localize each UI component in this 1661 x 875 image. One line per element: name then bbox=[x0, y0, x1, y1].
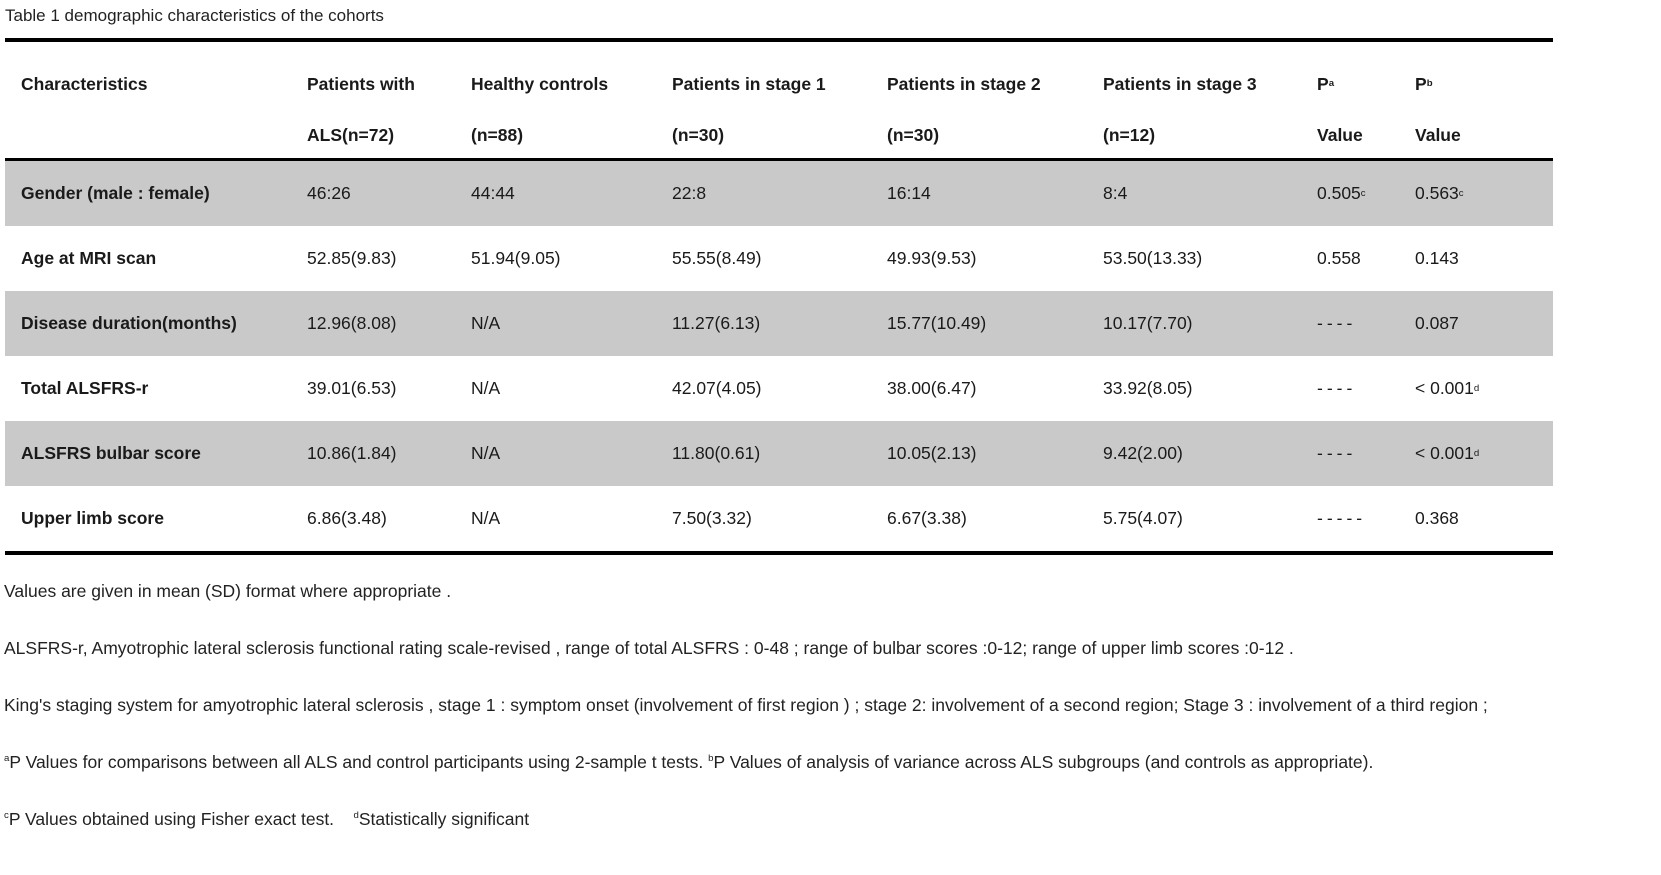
table-cell: ----- bbox=[1317, 508, 1367, 528]
table-cell: N/A bbox=[471, 378, 501, 398]
table-cell: 53.50(13.33) bbox=[1103, 248, 1203, 268]
table-row: Upper limb score 6.86(3.48) N/A 7.50(3.32) 6… bbox=[5, 486, 1553, 551]
table-cell: 0.558 bbox=[1317, 248, 1361, 268]
table-title: Table 1 demographic characteristics of t… bbox=[5, 6, 384, 25]
column-header-line2: (n=30) bbox=[887, 124, 940, 145]
table-cell: 16:14 bbox=[887, 183, 931, 203]
table-cell: N/A bbox=[471, 508, 501, 528]
footnote: aP Values for comparisons between all AL… bbox=[4, 752, 1374, 772]
column-header: Patients in stage 2 (n=30) bbox=[871, 56, 1087, 158]
table-cell: 0.087 bbox=[1415, 313, 1459, 333]
column-header: Patients with ALS(n=72) bbox=[291, 56, 455, 158]
table-cell: 10.86(1.84) bbox=[307, 443, 397, 463]
table-row: Disease duration(months) 12.96(8.08) N/A 11… bbox=[5, 291, 1553, 356]
column-header: Healthy controls (n=88) bbox=[455, 56, 656, 158]
table-cell: 7.50(3.32) bbox=[672, 508, 752, 528]
table-cell: 5.75(4.07) bbox=[1103, 508, 1183, 528]
column-header: Characteristics bbox=[5, 56, 291, 158]
table-cell: 46:26 bbox=[307, 183, 351, 203]
table-cell: ---- bbox=[1317, 443, 1357, 463]
row-label: Gender (male : female) bbox=[21, 183, 210, 203]
table-cell: 22:8 bbox=[672, 183, 707, 203]
table-row: Total ALSFRS-r 39.01(6.53) N/A 42.07(4.05) 3… bbox=[5, 356, 1553, 421]
table-row: Age at MRI scan 52.85(9.83) 51.94(9.05) 55.… bbox=[5, 226, 1553, 291]
footnotes: Values are given in mean (SD) format whe… bbox=[4, 581, 1661, 830]
table-row: Gender (male : female) 46:26 44:44 22:8 16:1… bbox=[5, 161, 1553, 226]
table-cell: 0.143 bbox=[1415, 248, 1459, 268]
column-header-line2: Value bbox=[1415, 124, 1461, 145]
table-cell: 0.563 c bbox=[1415, 183, 1464, 203]
table-header-row: Characteristics Patients with ALS(n=72) Hea… bbox=[5, 42, 1553, 161]
row-label: Total ALSFRS-r bbox=[21, 378, 149, 398]
table-cell: 8:4 bbox=[1103, 183, 1128, 203]
column-header-line2: ALS(n=72) bbox=[307, 124, 395, 145]
table-cell: 10.17(7.70) bbox=[1103, 313, 1193, 333]
table-cell: 44:44 bbox=[471, 183, 515, 203]
column-header: Patients in stage 1 (n=30) bbox=[656, 56, 871, 158]
table-cell: 52.85(9.83) bbox=[307, 248, 397, 268]
table-cell: 38.00(6.47) bbox=[887, 378, 977, 398]
row-label: ALSFRS bulbar score bbox=[21, 443, 201, 463]
table-cell: 51.94(9.05) bbox=[471, 248, 561, 268]
column-header-line1: Characteristics bbox=[21, 73, 148, 94]
table-cell: 49.93(9.53) bbox=[887, 248, 977, 268]
table-cell: 55.55(8.49) bbox=[672, 248, 762, 268]
column-header-line2: Value bbox=[1317, 124, 1363, 145]
footnote: ALSFRS-r, Amyotrophic lateral sclerosis … bbox=[4, 638, 1294, 658]
table-cell: 12.96(8.08) bbox=[307, 313, 397, 333]
table-cell: ---- bbox=[1317, 313, 1357, 333]
row-label: Age at MRI scan bbox=[21, 248, 157, 268]
column-header: Patients in stage 3 (n=12) bbox=[1087, 56, 1301, 158]
table-cell: 6.86(3.48) bbox=[307, 508, 387, 528]
table-cell: N/A bbox=[471, 313, 501, 333]
column-header-line1: Patients in stage 3 bbox=[1103, 73, 1257, 94]
footnote: cP Values obtained using Fisher exact te… bbox=[4, 809, 530, 829]
row-label: Upper limb score bbox=[21, 508, 164, 528]
column-header-line1: Healthy controls bbox=[471, 73, 609, 94]
table-cell: 33.92(8.05) bbox=[1103, 378, 1193, 398]
column-header-line2 bbox=[21, 112, 291, 158]
demographics-table: Characteristics Patients with ALS(n=72) Hea… bbox=[5, 38, 1553, 555]
table-cell: 6.67(3.38) bbox=[887, 508, 967, 528]
table-cell: 0.368 bbox=[1415, 508, 1459, 528]
column-header-line2: (n=12) bbox=[1103, 124, 1156, 145]
table-cell: ---- bbox=[1317, 378, 1357, 398]
table-cell: 11.27(6.13) bbox=[672, 313, 761, 333]
table-cell: 42.07(4.05) bbox=[672, 378, 762, 398]
row-label: Disease duration(months) bbox=[21, 313, 237, 333]
footnote: King's staging system for amyotrophic la… bbox=[4, 695, 1488, 715]
table-cell: < 0.001 d bbox=[1415, 378, 1480, 398]
column-header-line2: (n=88) bbox=[471, 124, 524, 145]
table-cell: < 0.001 d bbox=[1415, 443, 1480, 463]
column-header-line2: (n=30) bbox=[672, 124, 725, 145]
column-header-line1: Patients in stage 2 bbox=[887, 73, 1041, 94]
column-header-line1: Patients in stage 1 bbox=[672, 73, 826, 94]
table-body: Gender (male : female) 46:26 44:44 22:8 16:1… bbox=[5, 161, 1553, 551]
table-cell: 15.77(10.49) bbox=[887, 313, 987, 333]
table-row: ALSFRS bulbar score 10.86(1.84) N/A 11.80(0… bbox=[5, 421, 1553, 486]
table-cell: N/A bbox=[471, 443, 501, 463]
table-cell: 11.80(0.61) bbox=[672, 443, 761, 463]
table-cell: 10.05(2.13) bbox=[887, 443, 977, 463]
footnote: Values are given in mean (SD) format whe… bbox=[4, 581, 452, 601]
table-cell: 39.01(6.53) bbox=[307, 378, 397, 398]
column-header-line1: Patients with bbox=[307, 73, 415, 94]
table-cell: 9.42(2.00) bbox=[1103, 443, 1183, 463]
table-cell: 0.505 c bbox=[1317, 183, 1366, 203]
